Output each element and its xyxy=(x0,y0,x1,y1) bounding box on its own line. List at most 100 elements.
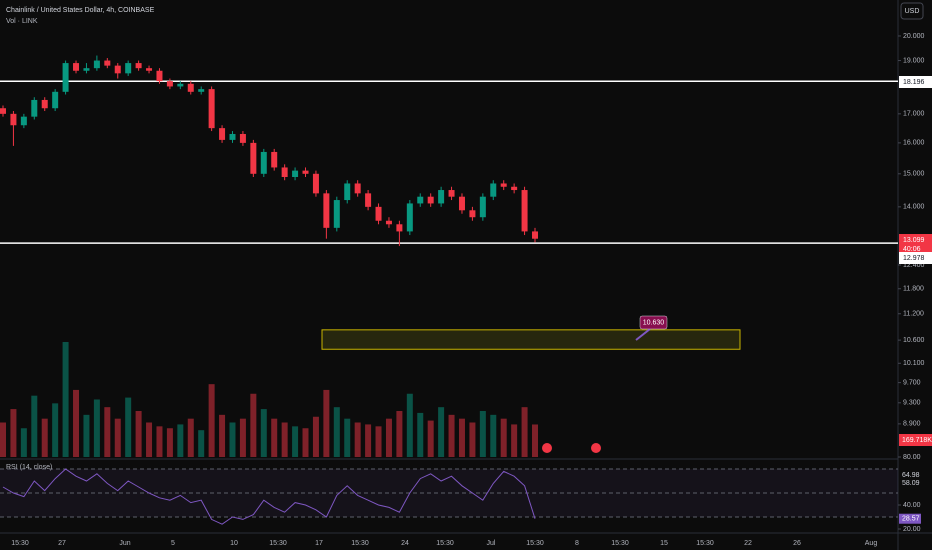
rsi-label-box xyxy=(899,478,921,489)
rsi-tick-label: 40.00 xyxy=(903,502,921,509)
volume-bar xyxy=(31,395,38,457)
volume-bar xyxy=(62,342,69,457)
event-icon[interactable] xyxy=(542,443,552,453)
volume-bar xyxy=(52,403,59,457)
volume-bar xyxy=(417,412,424,457)
y-tick-label: 20.000 xyxy=(903,33,925,40)
zone-label-box xyxy=(639,315,668,330)
candle-body xyxy=(511,186,518,191)
volume-bar xyxy=(323,389,330,457)
x-tick-label: 15:30 xyxy=(526,540,544,547)
x-tick-label: 15:30 xyxy=(269,540,287,547)
currency-button[interactable] xyxy=(900,2,924,20)
candle-body xyxy=(532,231,538,239)
volume-bar xyxy=(20,428,27,457)
y-tick-label: 8.900 xyxy=(903,421,921,428)
x-tick-label: 10 xyxy=(230,540,238,547)
volume-bar xyxy=(104,407,111,457)
candle-body xyxy=(146,68,153,71)
y-tick-label: 19.000 xyxy=(903,57,925,64)
symbol-title: Chainlink / United States Dollar, 4h, CO… xyxy=(6,7,155,14)
candle-body xyxy=(385,220,392,225)
last-price: 13.099 xyxy=(903,237,925,244)
candle-body xyxy=(292,170,299,178)
candle-body xyxy=(271,151,278,168)
candle-body xyxy=(135,63,142,69)
volume-bar xyxy=(135,411,142,457)
candle-body xyxy=(312,173,319,194)
volume-bar xyxy=(375,426,382,457)
y-tick-label: 16.000 xyxy=(903,140,925,147)
candle-body xyxy=(438,190,445,204)
rsi-tick-label: 20.00 xyxy=(903,526,921,533)
y-tick-label: 17.000 xyxy=(903,111,925,118)
x-tick-label: 17 xyxy=(315,540,323,547)
candle-body xyxy=(0,108,6,114)
volume-bar xyxy=(146,422,153,457)
volume-bar xyxy=(219,414,226,457)
volume-label: 169.718K xyxy=(902,437,932,444)
volume-label-box xyxy=(899,434,932,446)
candle-body xyxy=(479,196,486,218)
level-label: 12.978 xyxy=(903,255,925,262)
candle-body xyxy=(500,183,507,187)
volume-bar xyxy=(333,407,340,457)
event-icon[interactable] xyxy=(591,443,601,453)
candle-body xyxy=(52,91,59,109)
level-label-box xyxy=(899,76,932,88)
rsi-last-box xyxy=(899,513,921,524)
rsi-tick-label: 80.00 xyxy=(903,454,921,461)
volume-bar xyxy=(469,422,476,457)
candle-body xyxy=(166,81,173,87)
candle-body xyxy=(73,63,80,71)
candle-body xyxy=(458,196,465,211)
zone-arrow xyxy=(635,328,651,341)
candle-body xyxy=(365,193,372,207)
candle-body xyxy=(302,170,309,174)
x-tick-label: 24 xyxy=(401,540,409,547)
candle-body xyxy=(83,68,90,71)
y-tick-label: 15.000 xyxy=(903,171,925,178)
volume-bar xyxy=(521,407,528,457)
x-tick-label: 8 xyxy=(575,540,579,547)
candle-body xyxy=(469,210,476,218)
x-tick-label: 5 xyxy=(171,540,175,547)
x-tick-label: 27 xyxy=(58,540,66,547)
candle-body xyxy=(187,83,194,92)
volume-bar xyxy=(73,389,80,457)
volume-bar xyxy=(156,426,163,457)
price-zone xyxy=(321,329,741,350)
candle-body xyxy=(490,183,497,197)
volume-bar xyxy=(490,414,497,457)
candle-body xyxy=(375,206,382,221)
volume-bar xyxy=(93,399,100,457)
candle-body xyxy=(20,116,27,126)
volume-bar xyxy=(448,414,455,457)
volume-bar xyxy=(239,418,246,457)
last-price-box xyxy=(899,234,932,254)
volume-bar xyxy=(260,409,267,457)
volume-bar xyxy=(344,418,351,457)
candle-body xyxy=(62,63,69,92)
currency[interactable]: USD xyxy=(905,8,920,15)
volume-bar xyxy=(532,424,538,457)
volume-bar xyxy=(406,393,413,457)
y-tick-label: 9.300 xyxy=(903,400,921,407)
volume-bar xyxy=(83,414,90,457)
x-tick-label: 15:30 xyxy=(696,540,714,547)
candle-body xyxy=(198,89,205,92)
y-tick-label: 9.700 xyxy=(903,379,921,386)
y-tick-label: 10.100 xyxy=(903,360,925,367)
candle-body xyxy=(208,89,215,129)
x-tick-label: 15 xyxy=(660,540,668,547)
candle-body xyxy=(323,193,330,228)
volume-bar xyxy=(281,422,288,457)
candle-body xyxy=(114,65,121,74)
volume-bar xyxy=(187,418,194,457)
candle-body xyxy=(125,63,132,74)
candle-body xyxy=(156,70,163,82)
candle-body xyxy=(344,183,351,201)
candle-body xyxy=(448,190,455,197)
